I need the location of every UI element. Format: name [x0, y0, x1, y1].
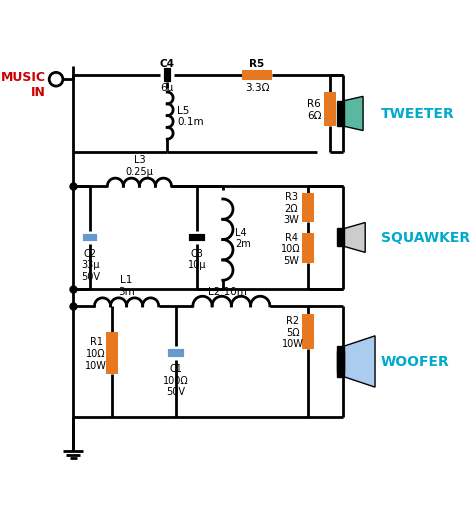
Text: R1
10Ω
10W: R1 10Ω 10W: [85, 337, 107, 370]
Text: R5: R5: [249, 59, 264, 69]
Text: MUSIC
IN: MUSIC IN: [1, 70, 46, 98]
Bar: [337, 351, 344, 372]
Bar: [337, 346, 344, 377]
Text: 6μ: 6μ: [161, 83, 174, 92]
Text: L4
2m: L4 2m: [235, 227, 251, 249]
Polygon shape: [344, 336, 375, 387]
Text: R6
6Ω: R6 6Ω: [307, 99, 321, 121]
Text: 3.3Ω: 3.3Ω: [245, 83, 269, 92]
Text: L5
0.1m: L5 0.1m: [177, 106, 204, 127]
Text: TWEETER: TWEETER: [381, 107, 455, 121]
FancyBboxPatch shape: [106, 332, 118, 375]
Text: WOOFER: WOOFER: [381, 355, 450, 369]
Text: R4
10Ω
5W: R4 10Ω 5W: [282, 232, 301, 265]
FancyBboxPatch shape: [302, 193, 314, 223]
Polygon shape: [344, 97, 363, 131]
Text: SQUAWKER: SQUAWKER: [381, 231, 470, 245]
Text: C4: C4: [160, 59, 175, 69]
Bar: [337, 229, 344, 247]
Text: L1
3m: L1 3m: [118, 275, 135, 296]
Text: R2
5Ω
10W: R2 5Ω 10W: [282, 315, 304, 348]
Text: C3
10μ: C3 10μ: [188, 248, 206, 270]
FancyBboxPatch shape: [324, 93, 336, 127]
Bar: [337, 102, 344, 127]
Text: L3
0.25μ: L3 0.25μ: [126, 155, 154, 177]
Text: L2 10m: L2 10m: [208, 286, 246, 296]
Polygon shape: [344, 223, 365, 253]
Text: R3
2Ω
3W: R3 2Ω 3W: [283, 191, 299, 225]
Text: C2
33μ
50V: C2 33μ 50V: [81, 248, 100, 281]
FancyBboxPatch shape: [242, 71, 273, 81]
Text: C1
100Ω
50V: C1 100Ω 50V: [163, 364, 189, 396]
Polygon shape: [344, 345, 368, 379]
FancyBboxPatch shape: [302, 315, 314, 349]
FancyBboxPatch shape: [302, 234, 314, 264]
